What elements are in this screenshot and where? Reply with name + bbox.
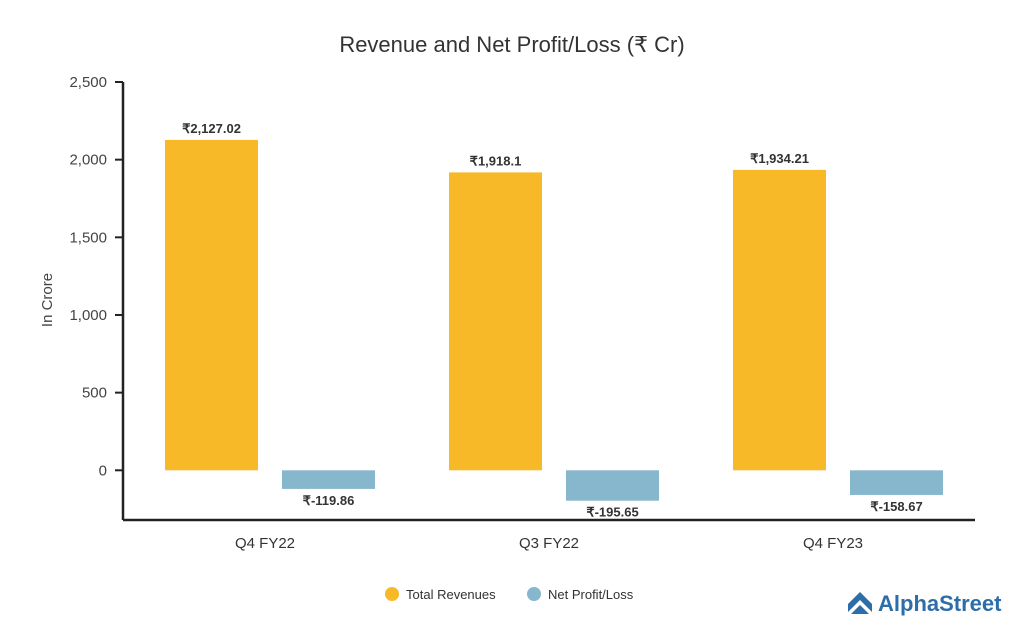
x-tick-label: Q4 FY23 <box>803 535 863 552</box>
y-tick-label: 500 <box>82 385 107 402</box>
brand-name: AlphaStreet <box>878 591 1002 616</box>
axes <box>121 82 975 522</box>
data-labels: ₹2,127.02 ₹-119.86 ₹1,918.1 ₹-195.65 ₹1,934.… <box>182 121 923 520</box>
bar-total-revenues-q4-fy23 <box>733 169 826 471</box>
data-label: ₹-119.86 <box>303 493 355 508</box>
y-tick-label: 0 <box>99 462 107 479</box>
x-tick-label: Q3 FY22 <box>519 535 579 552</box>
y-tick-label: 1,500 <box>69 229 107 246</box>
y-axis-label: In Crore <box>39 273 56 327</box>
alphastreet-logo-icon <box>848 592 872 614</box>
y-tick-label: 2,000 <box>69 152 107 169</box>
bar-total-revenues-q3-fy22 <box>449 172 542 471</box>
legend-swatch <box>527 587 541 601</box>
data-label: ₹1,918.1 <box>470 153 522 168</box>
bar-net-profit-loss-q4-fy22 <box>282 470 375 489</box>
data-label: ₹1,934.21 <box>750 151 809 166</box>
x-ticks: Q4 FY22 Q3 FY22 Q4 FY23 <box>235 535 863 552</box>
legend-label: Net Profit/Loss <box>548 587 634 602</box>
y-ticks: 0 500 1,000 1,500 2,000 2,500 <box>69 74 123 479</box>
data-label: ₹-158.67 <box>870 499 922 514</box>
bar-total-revenues-q4-fy22 <box>165 139 258 471</box>
brand-logo: AlphaStreet <box>848 591 1002 616</box>
y-tick-label: 1,000 <box>69 307 107 324</box>
x-tick-label: Q4 FY22 <box>235 535 295 552</box>
chart-title: Revenue and Net Profit/Loss (₹ Cr) <box>339 32 684 57</box>
data-label: ₹-195.65 <box>586 505 638 520</box>
bar-net-profit-loss-q4-fy23 <box>850 470 943 495</box>
data-label: ₹2,127.02 <box>182 121 241 136</box>
y-tick-label: 2,500 <box>69 74 107 91</box>
legend: Total Revenues Net Profit/Loss <box>385 587 634 602</box>
legend-label: Total Revenues <box>406 587 496 602</box>
bars <box>165 139 943 501</box>
bar-net-profit-loss-q3-fy22 <box>566 470 659 501</box>
legend-swatch <box>385 587 399 601</box>
